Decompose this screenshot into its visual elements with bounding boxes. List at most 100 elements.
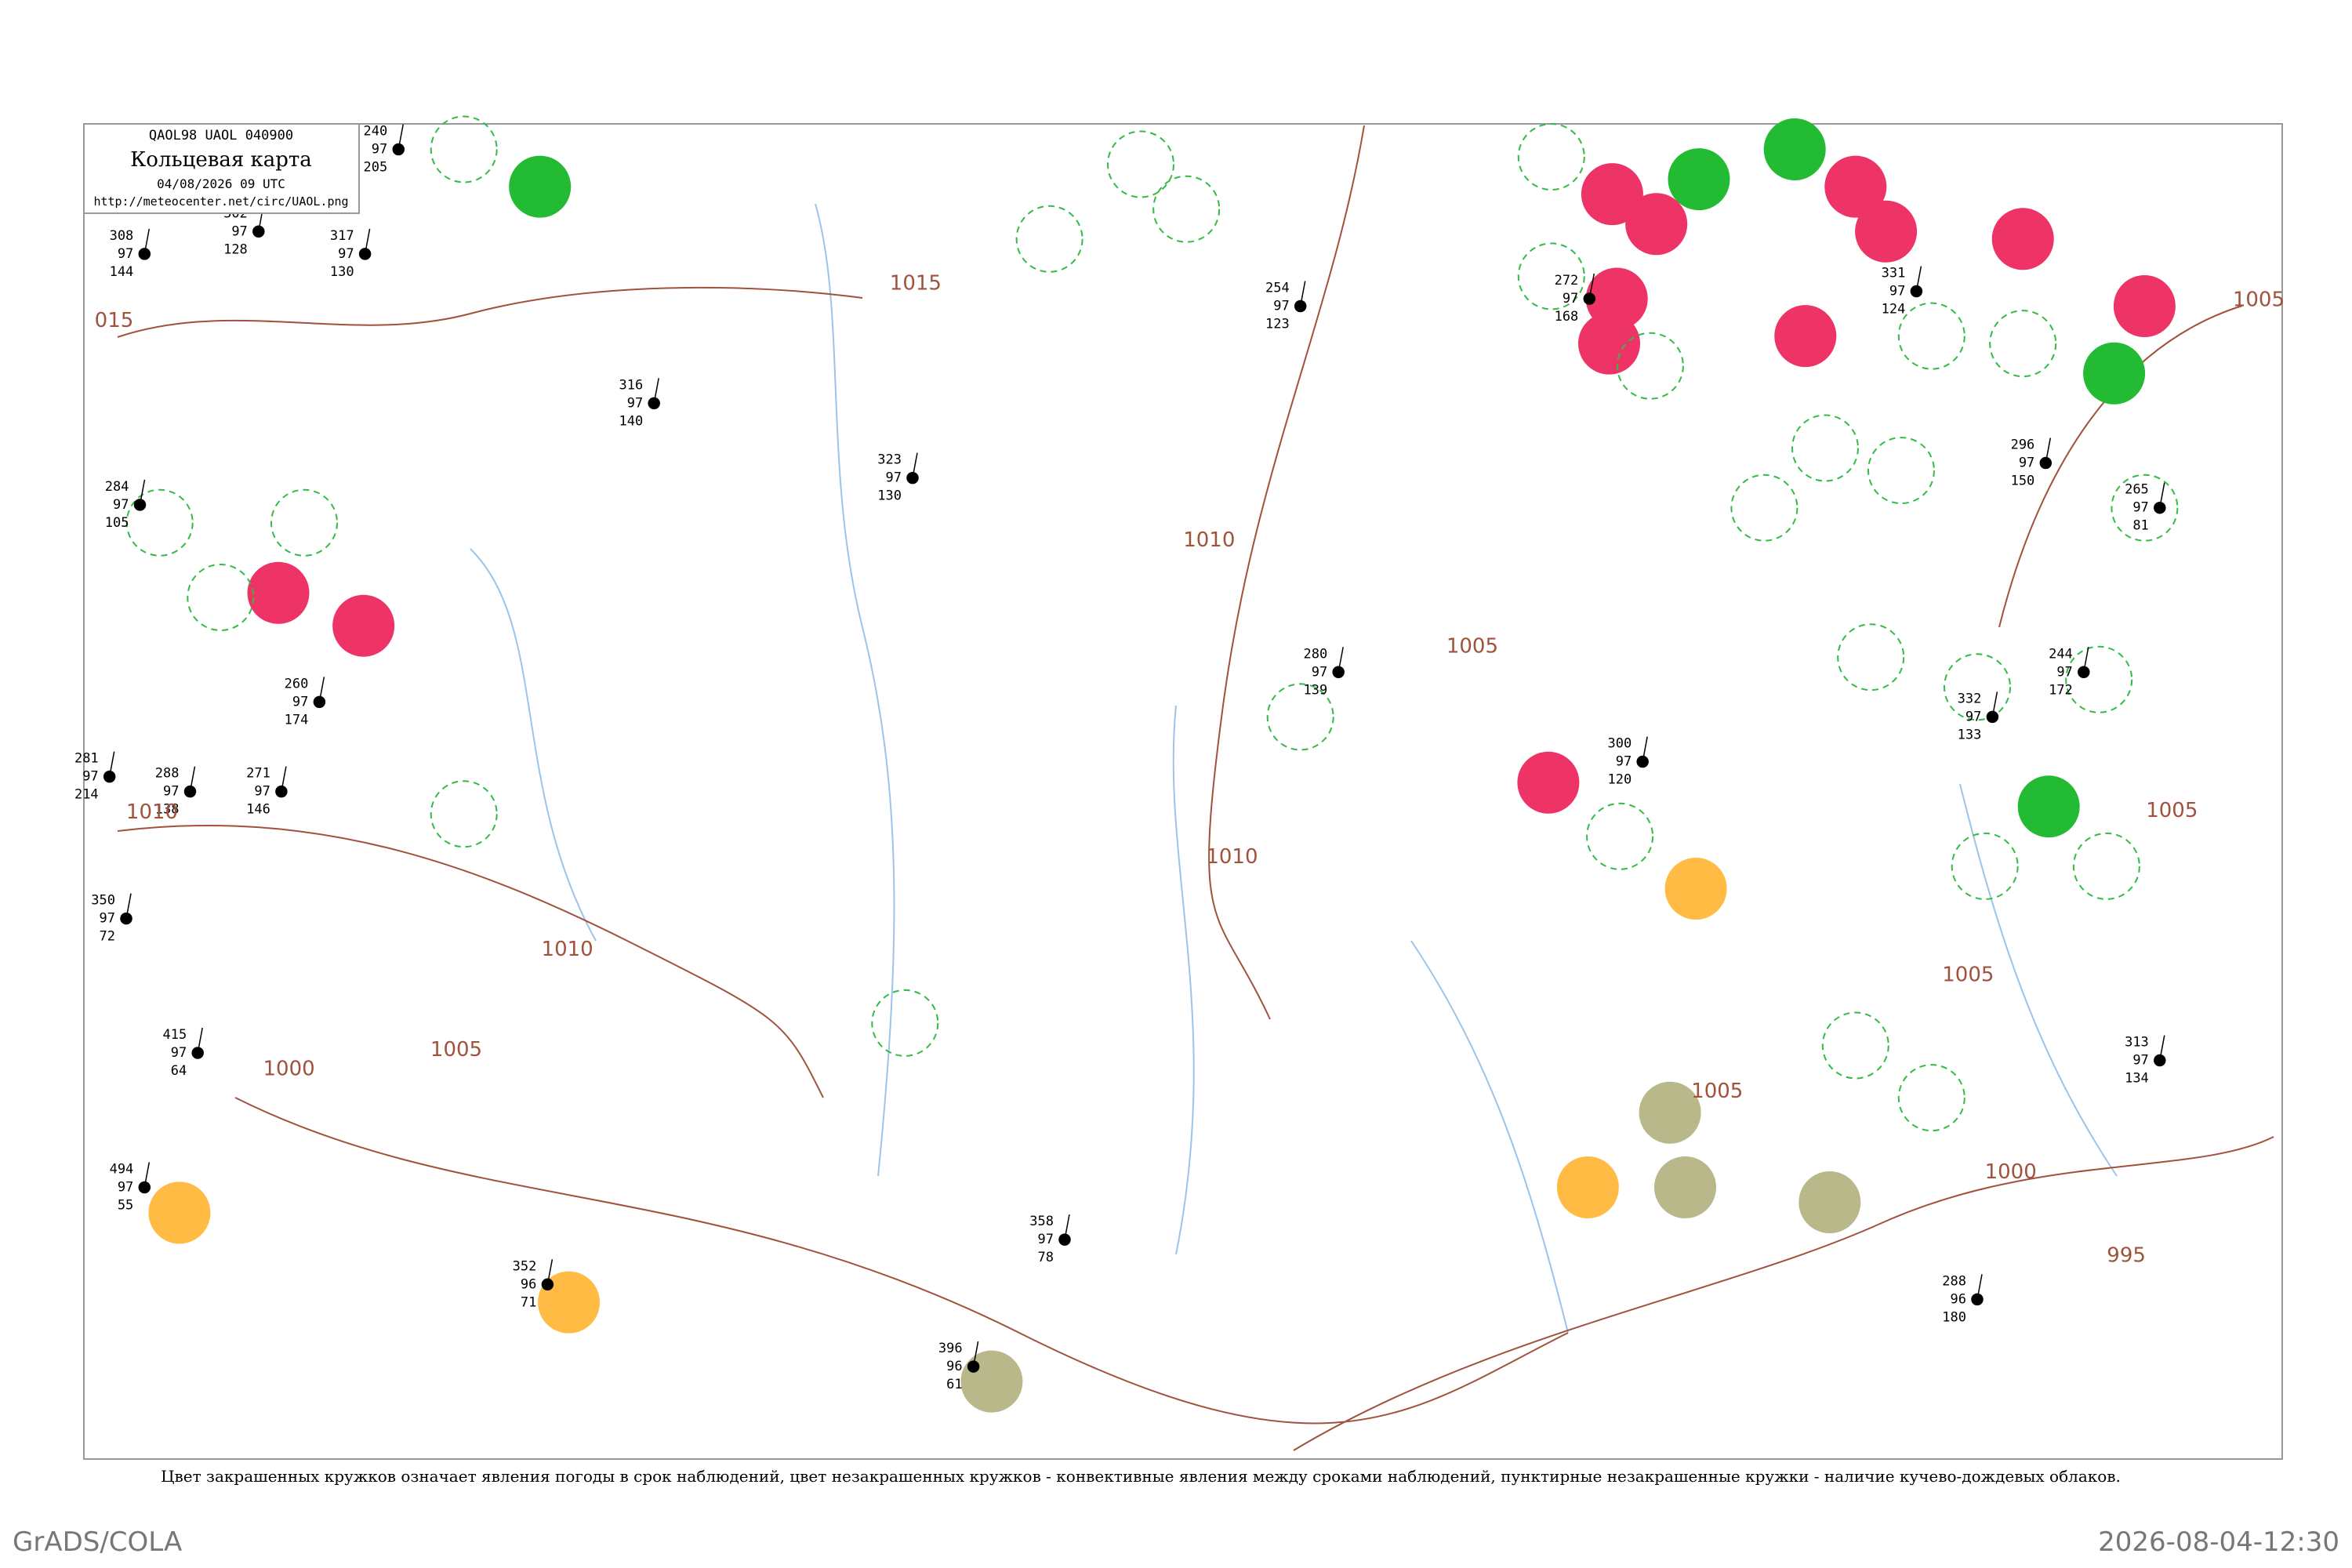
wind-barb bbox=[139, 479, 146, 506]
cb-circle bbox=[1517, 123, 1585, 191]
dewpoint: 130 bbox=[877, 488, 902, 504]
dewpoint: 146 bbox=[246, 802, 270, 818]
wind-barb bbox=[653, 378, 659, 404]
temperature: 97 bbox=[2132, 1053, 2148, 1069]
weather-circle bbox=[1991, 208, 2054, 270]
cb-circle bbox=[2111, 474, 2179, 542]
wind-barb bbox=[318, 677, 325, 702]
temperature: 97 bbox=[163, 784, 179, 800]
isobar-label: 1010 bbox=[126, 800, 178, 824]
pressure: 494 bbox=[110, 1161, 134, 1177]
weather-circle bbox=[1824, 155, 1887, 218]
weather-circle bbox=[1517, 751, 1580, 814]
cb-circle bbox=[1152, 175, 1221, 243]
dewpoint: 105 bbox=[105, 515, 129, 531]
dewpoint: 72 bbox=[100, 929, 115, 945]
cb-circle bbox=[1989, 310, 2057, 378]
cb-circle bbox=[125, 488, 194, 557]
pressure: 288 bbox=[155, 766, 180, 782]
wind-barb bbox=[143, 1162, 151, 1188]
wind-barb bbox=[912, 452, 918, 478]
weather-circle bbox=[1654, 1156, 1717, 1218]
pressure: 415 bbox=[162, 1027, 187, 1043]
pressure: 271 bbox=[246, 766, 270, 782]
weather-circle bbox=[2083, 342, 2146, 405]
weather-circle bbox=[2017, 775, 2080, 838]
isobar-label: 1000 bbox=[263, 1058, 315, 1081]
dewpoint: 123 bbox=[1265, 317, 1290, 332]
map-frame bbox=[83, 123, 2283, 1460]
header-date: 04/08/2026 09 UTC bbox=[157, 176, 285, 191]
dewpoint: 172 bbox=[2049, 682, 2073, 698]
cb-circle bbox=[1867, 437, 1935, 505]
weather-circle bbox=[1855, 200, 1918, 263]
cb-circle bbox=[1791, 414, 1859, 482]
isobar-label: 1005 bbox=[1942, 964, 1994, 987]
dewpoint: 133 bbox=[1958, 727, 1982, 742]
dewpoint: 128 bbox=[223, 241, 248, 257]
wind-barb bbox=[2159, 482, 2165, 508]
isobar-label: 1005 bbox=[430, 1038, 482, 1062]
temperature: 97 bbox=[1889, 283, 1905, 299]
wind-barb bbox=[189, 766, 196, 792]
dewpoint: 64 bbox=[171, 1063, 187, 1079]
isobar-label: 1000 bbox=[1985, 1160, 2037, 1184]
temperature: 97 bbox=[2132, 500, 2148, 516]
dewpoint: 150 bbox=[2011, 474, 2035, 489]
pressure: 240 bbox=[364, 124, 388, 140]
pressure: 317 bbox=[330, 228, 354, 244]
weather-circle bbox=[509, 155, 572, 218]
dewpoint: 214 bbox=[74, 787, 99, 803]
cb-circle bbox=[1517, 242, 1585, 310]
cb-circle bbox=[1944, 653, 2011, 721]
temperature: 97 bbox=[118, 1179, 133, 1195]
cb-circle bbox=[1015, 205, 1083, 273]
weather-circle bbox=[148, 1181, 211, 1244]
isobar-label: 1005 bbox=[2146, 799, 2198, 822]
pressure: 281 bbox=[74, 751, 99, 767]
footer-left: GrADS/COLA bbox=[13, 1526, 182, 1558]
temperature: 97 bbox=[1616, 754, 1632, 770]
weather-circle bbox=[1581, 163, 1643, 226]
weather-circle bbox=[247, 561, 310, 624]
dewpoint: 168 bbox=[1555, 309, 1579, 325]
header-url: http://meteocenter.net/circ/UAOL.png bbox=[93, 194, 348, 209]
dewpoint: 139 bbox=[1303, 682, 1327, 698]
dewpoint: 81 bbox=[2132, 518, 2148, 534]
temperature: 97 bbox=[886, 470, 902, 486]
dewpoint: 144 bbox=[110, 264, 134, 280]
cb-circle bbox=[1266, 683, 1334, 751]
weather-circle bbox=[1556, 1156, 1619, 1218]
wind-barb bbox=[972, 1341, 979, 1367]
cb-circle bbox=[1107, 130, 1174, 198]
temperature: 97 bbox=[2056, 664, 2072, 680]
temperature: 97 bbox=[1563, 291, 1578, 307]
footer-right: 2026-08-04-12:30 bbox=[2098, 1526, 2339, 1558]
temperature: 97 bbox=[2019, 456, 2034, 471]
wind-barb bbox=[1338, 647, 1344, 673]
pressure: 396 bbox=[938, 1341, 963, 1356]
header-box bbox=[83, 123, 360, 214]
dewpoint: 130 bbox=[330, 264, 354, 280]
isobar-label: 1005 bbox=[1446, 634, 1498, 658]
pressure: 331 bbox=[1882, 265, 1906, 281]
isobar-label: 1005 bbox=[1691, 1080, 1743, 1103]
pressure: 288 bbox=[1942, 1273, 1966, 1289]
cb-circle bbox=[187, 564, 255, 631]
pressure: 284 bbox=[105, 479, 129, 495]
dewpoint: 120 bbox=[1607, 772, 1632, 788]
pressure: 265 bbox=[2125, 482, 2149, 498]
pressure: 308 bbox=[110, 228, 134, 244]
dewpoint: 61 bbox=[946, 1377, 962, 1392]
dewpoint: 174 bbox=[285, 712, 309, 728]
isobar-label: 015 bbox=[95, 309, 134, 332]
dewpoint: 124 bbox=[1882, 301, 1906, 317]
wind-barb bbox=[2045, 437, 2052, 463]
weather-circle bbox=[960, 1350, 1023, 1413]
pressure: 316 bbox=[619, 377, 643, 393]
temperature: 97 bbox=[254, 784, 270, 800]
pressure: 323 bbox=[877, 452, 902, 468]
cb-circle bbox=[1616, 332, 1684, 400]
dewpoint: 205 bbox=[364, 160, 388, 176]
